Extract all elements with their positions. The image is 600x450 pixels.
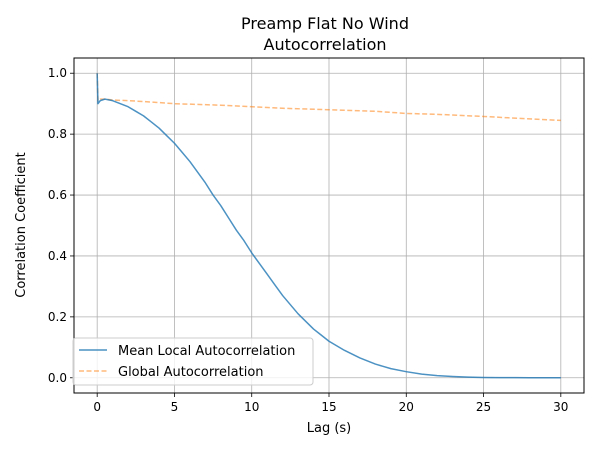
chart-title-line-1: Preamp Flat No Wind <box>241 14 409 33</box>
y-tick-label: 0.2 <box>48 310 67 324</box>
y-tick-label: 0.6 <box>48 188 67 202</box>
x-tick-label: 20 <box>399 400 414 414</box>
legend: Mean Local Autocorrelation Global Autoco… <box>72 337 314 386</box>
x-tick-label: 30 <box>553 400 568 414</box>
legend-label-mean-local: Mean Local Autocorrelation <box>118 344 295 359</box>
y-tick-label: 1.0 <box>48 66 67 80</box>
legend-label-global: Global Autocorrelation <box>118 365 264 380</box>
ticks-layer: 0 5 10 15 20 25 30 0.0 0.2 0.4 0.6 0.8 1.0 <box>48 66 569 414</box>
x-tick-label: 5 <box>171 400 179 414</box>
series-layer <box>96 73 561 379</box>
x-tick-label: 15 <box>321 400 336 414</box>
legend-box <box>72 337 314 386</box>
y-tick-label: 0.8 <box>48 127 67 141</box>
x-tick-label: 0 <box>93 400 101 414</box>
x-axis-label: Lag (s) <box>307 421 352 436</box>
chart-title-line-2: Autocorrelation <box>264 35 387 54</box>
y-tick-label: 0.4 <box>48 249 67 263</box>
mean-local-autocorrelation-line <box>96 73 561 379</box>
y-axis-label: Correlation Coefficient <box>14 152 29 298</box>
y-tick-label: 0.0 <box>48 371 67 385</box>
x-tick-label: 25 <box>476 400 491 414</box>
x-tick-label: 10 <box>244 400 259 414</box>
